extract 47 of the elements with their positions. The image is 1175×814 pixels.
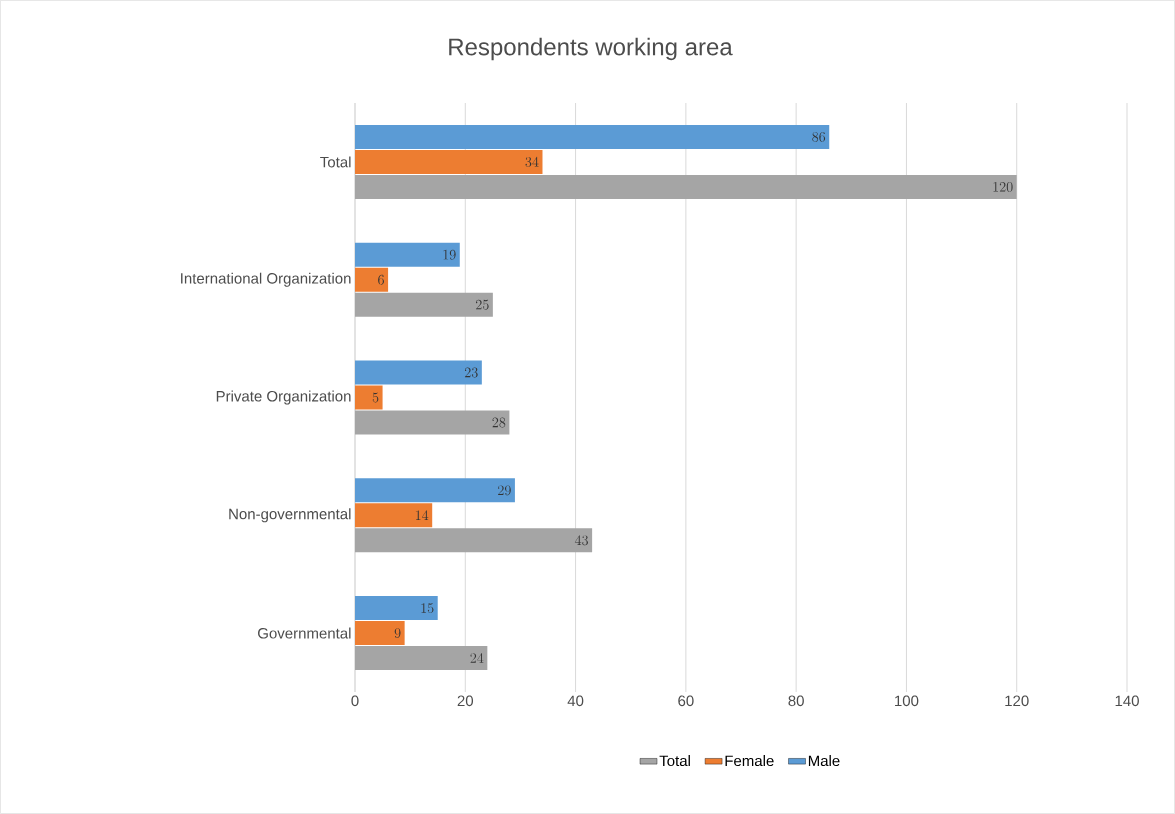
bar	[355, 621, 405, 646]
legend-label: Female	[725, 755, 774, 767]
data-label: 15	[421, 603, 434, 614]
bar	[355, 360, 482, 385]
bar	[355, 646, 488, 671]
y-tick-label: Total	[320, 156, 351, 168]
bar	[355, 292, 493, 317]
data-label: 23	[464, 367, 478, 378]
bar	[355, 478, 515, 503]
data-label: 43	[574, 535, 588, 546]
bar	[355, 410, 510, 435]
x-tick-label: 120	[1005, 695, 1029, 707]
x-tick-label: 60	[678, 695, 694, 707]
x-tick-label: 100	[895, 695, 919, 707]
y-tick-label: Governmental	[258, 627, 351, 639]
bar	[355, 149, 543, 174]
x-tick-label: 20	[457, 695, 474, 707]
data-label: 9	[394, 628, 401, 639]
chart-title: Respondents working area	[449, 37, 733, 61]
bar	[355, 124, 830, 149]
bar	[355, 242, 460, 267]
x-tick-label: 80	[788, 695, 804, 707]
bar	[355, 385, 383, 410]
x-tick-label: 140	[1115, 695, 1139, 707]
data-label: 120	[993, 182, 1013, 192]
data-label: 34	[525, 156, 539, 167]
legend-label: Male	[808, 755, 840, 767]
data-label: 29	[498, 485, 511, 496]
bar	[355, 174, 1017, 199]
y-tick-label: International Organization	[181, 272, 351, 287]
legend-label: Total	[659, 755, 690, 767]
x-tick-label: 40	[567, 695, 584, 707]
y-tick-label: Private Organization	[216, 390, 351, 405]
data-label: 6	[378, 274, 384, 285]
data-label: 25	[476, 299, 489, 310]
y-tick-label: Non-governmental	[229, 508, 351, 523]
bar	[355, 267, 389, 292]
data-label: 28	[492, 417, 506, 428]
data-label: 19	[443, 249, 456, 260]
data-label: 24	[470, 653, 484, 663]
bar	[355, 528, 593, 553]
data-label: 86	[812, 132, 826, 142]
data-label: 14	[415, 510, 429, 520]
data-label: 5	[372, 392, 379, 403]
x-tick-label: 0	[351, 695, 359, 707]
bar	[355, 503, 433, 528]
bar	[355, 596, 438, 621]
